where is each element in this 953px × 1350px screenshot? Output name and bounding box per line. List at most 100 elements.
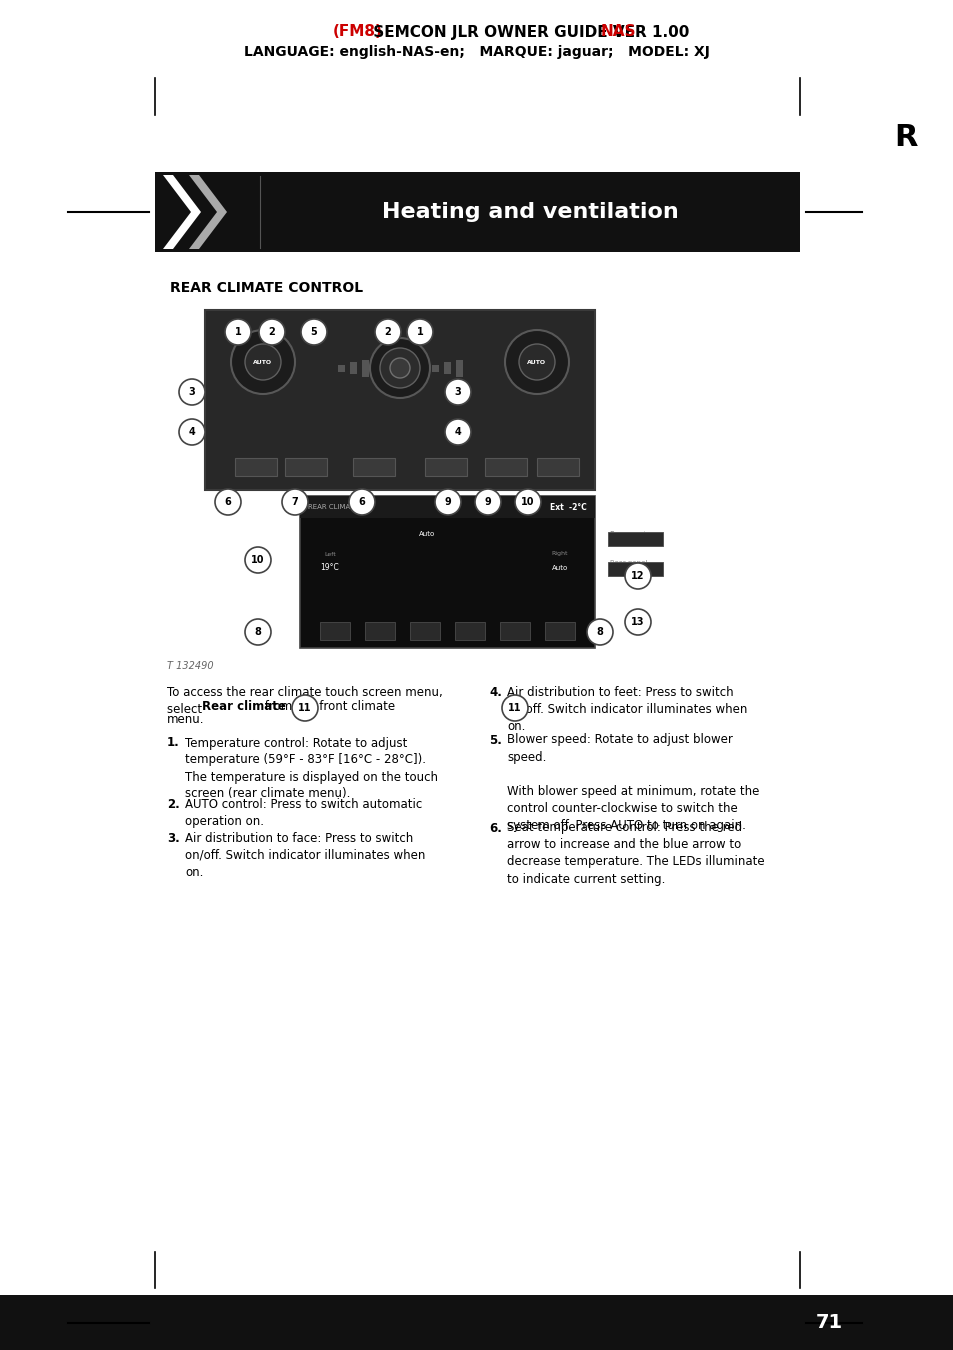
Circle shape [504,329,568,394]
Text: 5: 5 [311,327,317,338]
Text: 5.: 5. [489,733,501,747]
Circle shape [245,547,271,572]
Text: from the front climate: from the front climate [261,699,395,713]
Text: 1: 1 [234,327,241,338]
Bar [319,622,350,640]
Text: To access the rear climate touch screen menu,
select: To access the rear climate touch screen … [167,686,442,716]
Text: Seat temperature control: Press the red
arrow to increase and the blue arrow to
: Seat temperature control: Press the red … [506,822,763,886]
Text: 1: 1 [416,327,423,338]
Text: 6: 6 [358,497,365,508]
Bar [361,359,369,377]
Circle shape [231,329,294,394]
Circle shape [515,489,540,514]
Circle shape [292,695,317,721]
Text: 4.: 4. [489,686,501,699]
Text: REAR CLIMATE CONTROL: REAR CLIMATE CONTROL [170,281,363,296]
Circle shape [390,358,410,378]
Circle shape [179,379,205,405]
Text: Rear panel
focus: Rear panel focus [609,559,647,572]
Text: Right: Right [551,552,568,556]
Bar [424,458,467,477]
Bar [432,364,438,371]
Text: Temperature control: Rotate to adjust
temperature (59°F - 83°F [16°C - 28°C]).
T: Temperature control: Rotate to adjust te… [185,737,437,801]
Circle shape [375,319,400,346]
Text: Auto: Auto [551,566,568,571]
Circle shape [179,418,205,446]
Circle shape [245,620,271,645]
Text: Auto: Auto [419,531,436,537]
Text: Ext  -2°C: Ext -2°C [550,502,586,512]
Text: Rear climate: Rear climate [201,699,285,713]
Circle shape [407,319,433,346]
Text: 10: 10 [520,497,535,508]
Bar [443,362,451,374]
Bar [365,622,395,640]
Text: R: R [893,123,917,153]
Bar [353,458,395,477]
Circle shape [245,344,281,379]
Bar [154,171,800,252]
Text: Left: Left [324,552,335,556]
Circle shape [349,489,375,514]
Text: 10: 10 [251,555,265,566]
Circle shape [444,379,471,405]
Text: Air distribution to feet: Press to switch
on/off. Switch indicator illuminates w: Air distribution to feet: Press to switc… [506,686,746,733]
Circle shape [370,338,430,398]
Text: Rear seats: Rear seats [609,532,650,540]
Text: 4: 4 [189,427,195,437]
Bar [299,495,595,518]
Bar [455,622,484,640]
Text: 13: 13 [631,617,644,626]
Circle shape [444,418,471,446]
Circle shape [225,319,251,346]
Text: 2: 2 [384,327,391,338]
Bar [607,532,662,545]
Text: SEMCON JLR OWNER GUIDE VER 1.00: SEMCON JLR OWNER GUIDE VER 1.00 [367,24,694,39]
Text: Blower speed: Rotate to adjust blower
speed.
 
With blower speed at minimum, rot: Blower speed: Rotate to adjust blower sp… [506,733,759,832]
Text: Air distribution to face: Press to switch
on/off. Switch indicator illuminates w: Air distribution to face: Press to switc… [185,832,425,879]
Bar [456,359,462,377]
Bar [0,1295,953,1350]
Text: 2: 2 [269,327,275,338]
Circle shape [475,489,500,514]
Text: 9: 9 [444,497,451,508]
Circle shape [624,609,650,634]
Bar [607,562,662,576]
Circle shape [258,319,285,346]
Text: LANGUAGE: english-NAS-en;   MARQUE: jaguar;   MODEL: XJ: LANGUAGE: english-NAS-en; MARQUE: jaguar… [244,45,709,59]
Text: NAS: NAS [599,24,636,39]
Text: 9: 9 [484,497,491,508]
Text: REAR CLIMATE: REAR CLIMATE [308,504,358,510]
Bar [544,622,575,640]
Text: 12: 12 [631,571,644,580]
Text: menu.: menu. [167,713,204,726]
Circle shape [435,489,460,514]
Text: 3: 3 [455,387,461,397]
Circle shape [282,489,308,514]
Circle shape [379,348,419,387]
Bar [299,495,595,648]
Text: 4: 4 [455,427,461,437]
Polygon shape [189,176,227,248]
Bar [410,622,439,640]
Bar [350,362,356,374]
Bar [499,622,530,640]
Circle shape [518,344,555,379]
Bar [234,458,276,477]
Text: 7: 7 [292,497,298,508]
Text: Heating and ventilation: Heating and ventilation [381,202,678,221]
Bar [205,310,595,490]
Bar [337,364,345,371]
Text: 6.: 6. [489,822,501,834]
Text: 71: 71 [815,1314,841,1332]
Text: AUTO control: Press to switch automatic
operation on.: AUTO control: Press to switch automatic … [185,798,422,828]
Text: 8: 8 [254,626,261,637]
Bar [285,458,327,477]
Text: 3: 3 [189,387,195,397]
Text: 6: 6 [224,497,232,508]
Text: 11: 11 [298,703,312,713]
Text: AUTO: AUTO [253,359,273,364]
Text: T 132490: T 132490 [167,662,213,671]
Text: 2.: 2. [167,798,179,810]
Text: (FM8): (FM8) [333,24,382,39]
